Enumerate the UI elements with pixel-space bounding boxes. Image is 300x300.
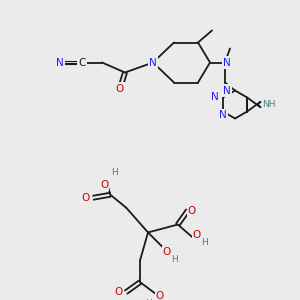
Text: O: O bbox=[81, 193, 89, 203]
Text: N: N bbox=[211, 92, 219, 103]
Text: O: O bbox=[193, 230, 201, 240]
Text: O: O bbox=[156, 291, 164, 300]
Text: O: O bbox=[100, 180, 108, 190]
Text: O: O bbox=[188, 206, 196, 216]
Text: N: N bbox=[149, 58, 157, 68]
Text: C: C bbox=[78, 58, 86, 68]
Text: H: H bbox=[172, 255, 178, 264]
Text: N: N bbox=[223, 85, 231, 95]
Text: N: N bbox=[56, 58, 64, 68]
Text: H: H bbox=[145, 299, 152, 300]
Text: N: N bbox=[219, 110, 227, 121]
Text: O: O bbox=[163, 247, 171, 257]
Text: H: H bbox=[111, 168, 118, 177]
Text: O: O bbox=[116, 83, 124, 94]
Text: NH: NH bbox=[262, 100, 275, 109]
Text: O: O bbox=[114, 287, 122, 297]
Text: N: N bbox=[223, 58, 231, 68]
Text: H: H bbox=[201, 238, 208, 247]
